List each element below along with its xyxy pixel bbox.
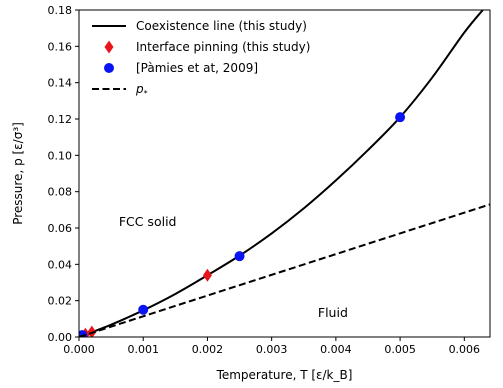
x-tick-label: 0.002 xyxy=(192,343,224,356)
y-tick-label: 0.14 xyxy=(48,77,73,90)
p-star-line xyxy=(79,203,490,337)
y-tick-label: 0.16 xyxy=(48,40,73,53)
x-tick-label: 0.001 xyxy=(127,343,159,356)
x-axis-label: Temperature, T [ε/k_B] xyxy=(216,368,353,382)
x-tick-label: 0.005 xyxy=(384,343,416,356)
legend-label: p* xyxy=(135,82,148,98)
legend-item: p* xyxy=(92,82,148,98)
y-tick-label: 0.02 xyxy=(48,295,73,308)
coexistence-line xyxy=(79,10,485,337)
y-tick-label: 0.06 xyxy=(48,222,73,235)
annotations: FCC solid Fluid xyxy=(119,214,348,320)
legend-item: [Pàmies et at, 2009] xyxy=(104,61,258,75)
pamies-data-point xyxy=(234,251,245,262)
plot-frame xyxy=(78,9,491,338)
axis-ticks: 0.000 0.001 0.002 0.003 0.004 0.005 0.006 0.00 0… xyxy=(48,4,481,356)
x-tick-label: 0.004 xyxy=(320,343,352,356)
interface-pinning-point xyxy=(202,268,212,282)
region-label: FCC solid xyxy=(119,214,177,229)
legend-label: [Pàmies et at, 2009] xyxy=(136,61,258,75)
y-axis-label: Pressure, p [ε/σ³] xyxy=(11,122,25,225)
x-tick-label: 0.006 xyxy=(449,343,481,356)
legend-swatch xyxy=(104,63,114,73)
legend-swatch xyxy=(104,40,114,54)
y-tick-label: 0.08 xyxy=(48,186,73,199)
legend-label: Coexistence line (this study) xyxy=(136,19,307,33)
region-label: Fluid xyxy=(318,305,348,320)
series-0 xyxy=(79,10,485,337)
y-tick-label: 0.04 xyxy=(48,258,73,271)
x-tick-label: 0.000 xyxy=(63,343,95,356)
legend-label: Interface pinning (this study) xyxy=(136,40,310,54)
y-tick-label: 0.18 xyxy=(48,4,73,17)
x-tick-label: 0.003 xyxy=(256,343,288,356)
pamies-data-point xyxy=(138,304,149,315)
legend-item: Coexistence line (this study) xyxy=(92,19,307,33)
legend-item: Interface pinning (this study) xyxy=(104,40,310,54)
series-3 xyxy=(79,203,490,337)
y-tick-label: 0.10 xyxy=(48,149,73,162)
legend: Coexistence line (this study) Interface p… xyxy=(92,19,310,98)
pamies-data-point xyxy=(395,112,406,123)
plot-area xyxy=(79,10,490,337)
y-tick-label: 0.00 xyxy=(48,331,73,344)
y-tick-label: 0.12 xyxy=(48,113,73,126)
